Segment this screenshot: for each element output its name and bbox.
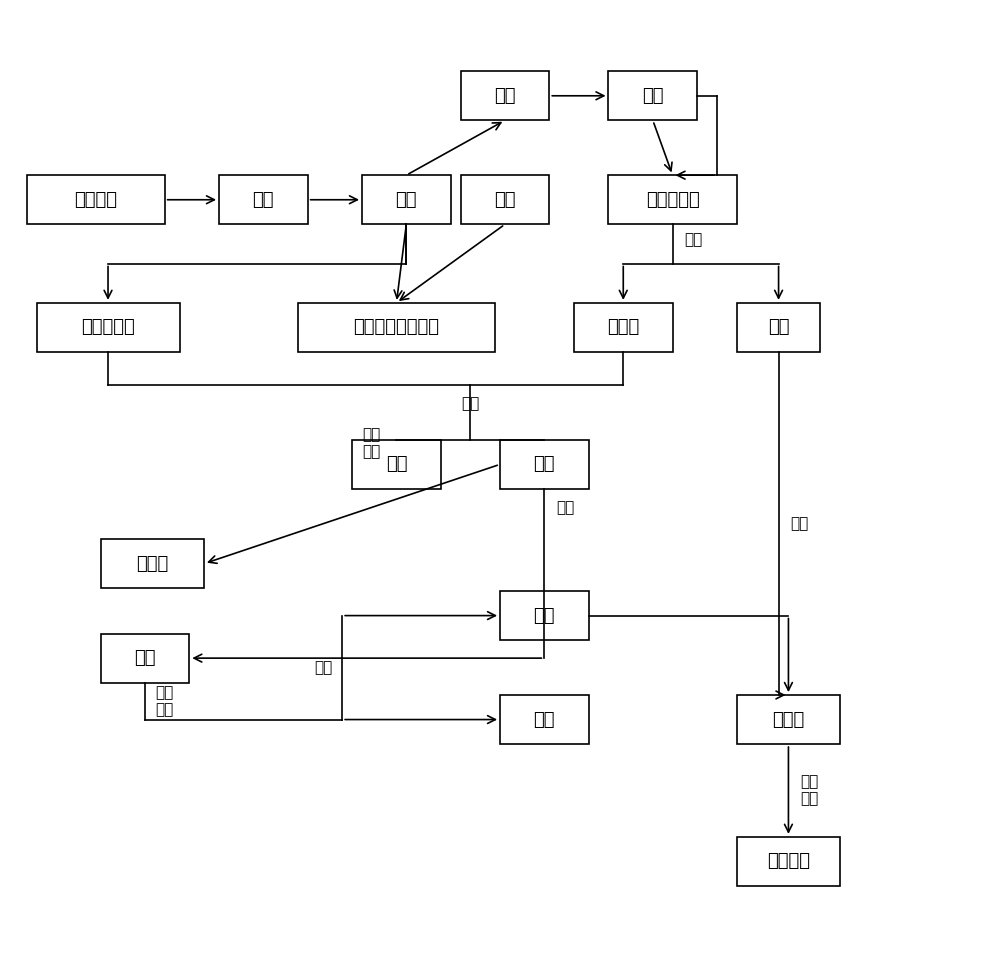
Bar [461,71,549,121]
Text: 灭酶: 灭酶 [494,86,516,105]
Text: 超声: 超声 [642,86,664,105]
Bar [574,303,673,352]
Bar [27,175,165,224]
Bar [298,303,495,352]
Text: 辛弗林: 辛弗林 [136,554,169,573]
Bar [737,303,820,352]
Bar [608,71,697,121]
Text: 干燥: 干燥 [314,660,332,675]
Text: 精油: 精油 [386,456,407,474]
Text: 液体: 液体 [134,649,156,667]
Text: 陈皮苷: 陈皮苷 [772,711,805,729]
Text: 压榨柑橘皮: 压榨柑橘皮 [646,191,699,209]
Text: 磨皮: 磨皮 [396,191,417,209]
Bar [500,440,589,489]
Bar [500,591,589,641]
Bar [461,175,549,224]
Text: 离心: 离心 [461,396,480,411]
Bar [500,695,589,744]
Bar [101,539,204,588]
Text: 油水混合物: 油水混合物 [81,318,135,337]
Bar [37,303,180,352]
Text: 水相: 水相 [534,456,555,474]
Bar [737,695,840,744]
Text: 皮渣: 皮渣 [768,318,789,337]
Text: 醇沉: 醇沉 [790,516,809,531]
Bar [737,837,840,886]
Bar [352,440,441,489]
Text: 树洗
脂脱: 树洗 脂脱 [800,774,819,807]
Text: 果胶: 果胶 [534,711,555,729]
Text: 磨皮的柑橘和皮渣: 磨皮的柑橘和皮渣 [353,318,439,337]
Text: 挤压液: 挤压液 [607,318,639,337]
Bar [362,175,451,224]
Text: 树脂: 树脂 [556,501,574,515]
Text: 滤液: 滤液 [534,607,555,624]
Text: 柠檬苦素: 柠檬苦素 [767,853,810,871]
Bar [219,175,308,224]
Text: 灭酶: 灭酶 [253,191,274,209]
Bar [608,175,737,224]
Text: 超滤
过滤: 超滤 过滤 [155,685,173,717]
Bar [101,634,189,683]
Text: 过滤: 过滤 [684,232,703,246]
Text: 吸附
洗脱: 吸附 洗脱 [362,428,380,459]
Text: 酶解: 酶解 [494,191,516,209]
Text: 新鲜柑橘: 新鲜柑橘 [74,191,117,209]
